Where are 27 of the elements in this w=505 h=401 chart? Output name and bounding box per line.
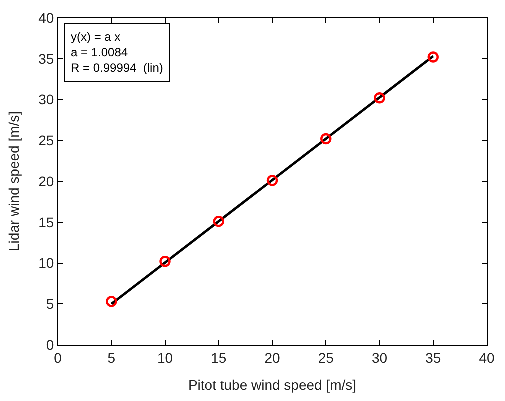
y-tick-label: 10 [38, 255, 54, 272]
point [213, 216, 224, 228]
y-tick-label: 20 [38, 173, 54, 190]
point [266, 175, 278, 186]
y-tick-label: 35 [38, 50, 54, 67]
annotation: y(x) = a x a = 1.0084 R = 0.99994 (lin) [71, 30, 164, 76]
x-tick-label: 15 [211, 350, 227, 366]
x-tick-label: 30 [372, 350, 388, 366]
y-tick-label: 25 [38, 132, 54, 149]
y-tick-label: 30 [38, 92, 54, 108]
point [320, 133, 332, 145]
y-tick-label: 15 [38, 214, 54, 230]
x-tick-label: 10 [157, 350, 174, 366]
point [374, 92, 386, 104]
x-tick-label: 20 [264, 350, 280, 366]
x-axis-title: Pitot tube wind speed [m/s] [188, 377, 357, 394]
x-tick-label: 25 [318, 350, 334, 366]
y-tick-label: 40 [38, 10, 54, 26]
y-tick-label: 0 [46, 336, 54, 353]
x-tick-label: 5 [108, 350, 116, 366]
x-tick-label: 35 [426, 350, 442, 366]
y-tick-label: 5 [46, 296, 54, 312]
point [428, 52, 439, 63]
point [106, 296, 118, 308]
point [160, 256, 171, 268]
y-axis-title: Lidar wind speed [m/s] [6, 111, 22, 252]
x-tick-label: 40 [479, 350, 495, 366]
